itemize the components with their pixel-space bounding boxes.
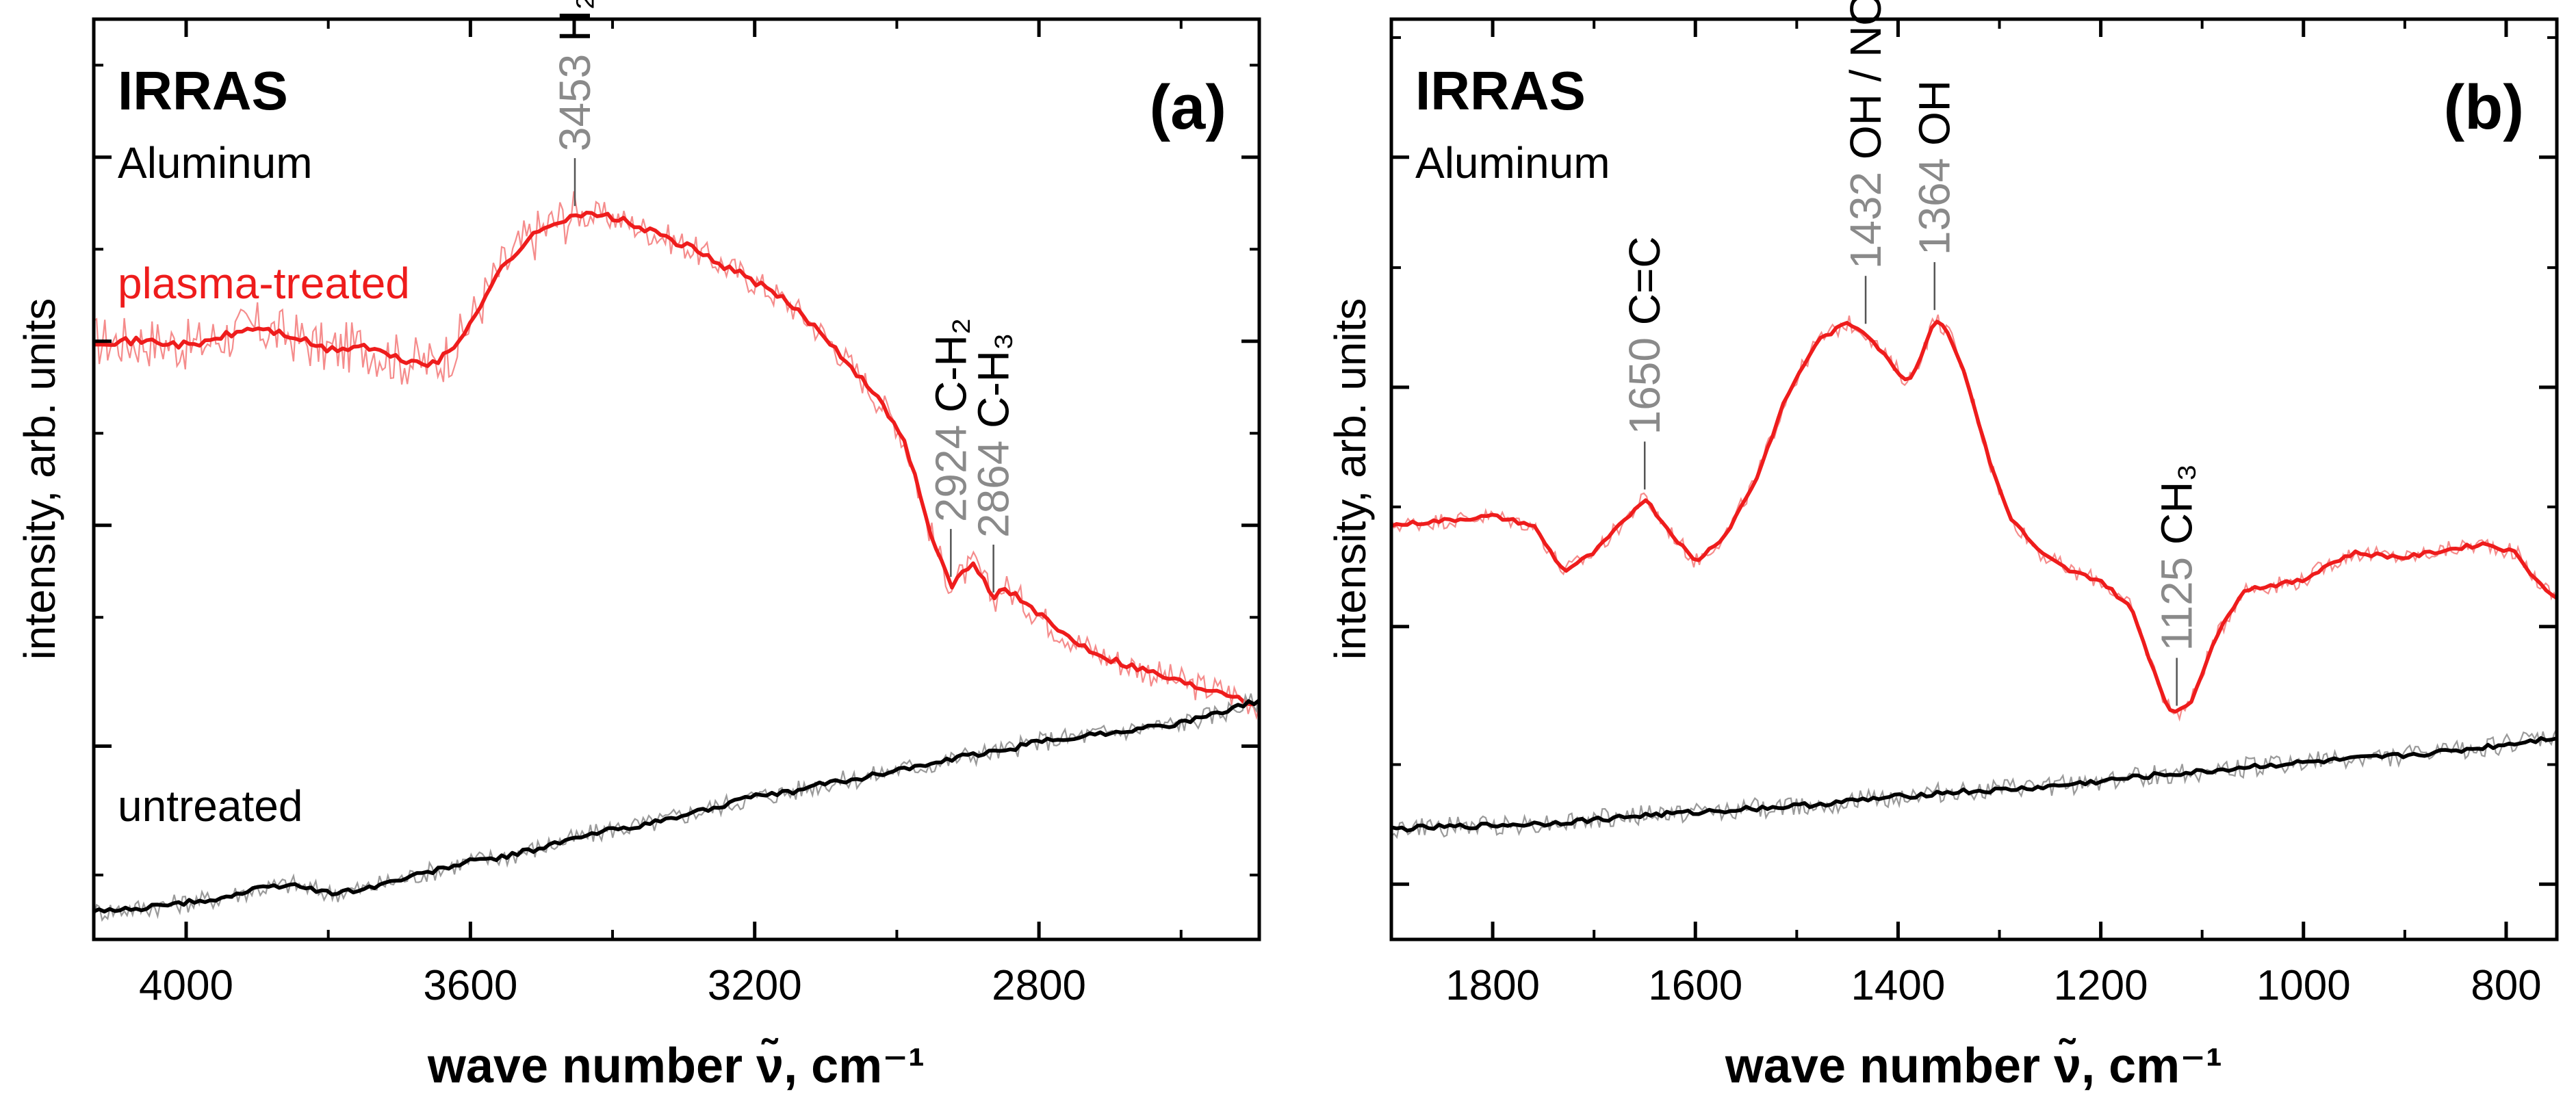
series-plasma-treated-raw [1390, 314, 2558, 722]
annotation-text: C-H₃ [969, 333, 1018, 428]
x-tick-label: 800 [2471, 962, 2541, 1009]
annotation-number: 1432 [1841, 159, 1890, 269]
svg-text:1432 OH / NO: 1432 OH / NO [1841, 0, 1890, 269]
x-tick-label: 2800 [992, 962, 1086, 1009]
annotation-3453: 3453 H₂O + OH [550, 0, 600, 151]
series-untreated-raw [92, 691, 1261, 922]
annotation-1432: 1432 OH / NO [1841, 0, 1890, 269]
panel-a-label: (a) [1150, 73, 1226, 142]
panel-b-frame [1389, 17, 2559, 941]
x-tick-label: 1200 [2054, 962, 2148, 1009]
svg-text:1650 C=C: 1650 C=C [1620, 236, 1669, 434]
annotation-text: CH₃ [2152, 464, 2202, 545]
panel-b-label: (b) [2444, 73, 2524, 142]
svg-text:3453 H₂O + OH: 3453 H₂O + OH [550, 0, 600, 151]
panel-a-ticks: 4000 3600 3200 2800 [94, 19, 1259, 1009]
svg-text:2864 C-H₃: 2864 C-H₃ [969, 333, 1018, 538]
panel-b: 1650 C=C 1432 OH / NO 1364 OH 1125 CH₃ 1800… [1326, 0, 2559, 1093]
annotation-2864: 2864 C-H₃ [969, 333, 1018, 538]
annotation-text: OH / NO [1841, 0, 1890, 159]
series-untreated [92, 699, 1261, 914]
series-untreated [1391, 736, 2558, 833]
annotation-1364: 1364 OH [1910, 80, 1959, 255]
annotation-number: 1650 [1620, 325, 1669, 434]
x-tick-label: 3200 [708, 962, 802, 1009]
annotation-text: C-H₂ [926, 317, 975, 413]
annotation-2924: 2924 C-H₂ [926, 317, 975, 522]
annotation-number: 3453 [550, 42, 600, 151]
annotation-1125: 1125 CH₃ [2152, 464, 2202, 651]
panel-b-series [1390, 314, 2558, 840]
annotation-number: 2924 [926, 413, 975, 522]
panel-b-x-axis-label: wave number ν̃, cm⁻¹ [1725, 1037, 2222, 1093]
annotation-number: 1364 [1910, 146, 1959, 255]
x-tick-label: 1600 [1648, 962, 1742, 1009]
x-tick-label: 4000 [139, 962, 233, 1009]
series-plasma-treated [1390, 320, 2558, 714]
panel-b-ticks: 1800 1600 1400 1200 1000 800 [1391, 19, 2557, 1009]
x-tick-label: 1000 [2256, 962, 2351, 1009]
annotation-number: 2864 [969, 428, 1018, 538]
panel-b-y-axis-label: intensity, arb. units [1326, 298, 1375, 660]
annotation-text: C=C [1620, 236, 1669, 325]
annotation-1650: 1650 C=C [1620, 236, 1669, 434]
x-tick-label: 3600 [423, 962, 517, 1009]
svg-text:1364 OH: 1364 OH [1910, 80, 1959, 255]
svg-text:1125 CH₃: 1125 CH₃ [2152, 464, 2202, 651]
panel-a-title: IRRAS [118, 60, 288, 121]
panel-b-subtitle: Aluminum [1415, 138, 1610, 187]
x-tick-label: 1400 [1851, 962, 1945, 1009]
svg-text:2924 C-H₂: 2924 C-H₂ [926, 317, 975, 522]
panel-b-annotations: 1650 C=C 1432 OH / NO 1364 OH 1125 CH₃ [1620, 0, 2202, 706]
series-plasma-treated [93, 211, 1261, 707]
panel-a-series [92, 191, 1261, 922]
panel-a-subtitle: Aluminum [118, 138, 313, 187]
legend-untreated: untreated [118, 781, 302, 831]
x-tick-label: 1800 [1445, 962, 1540, 1009]
annotation-number: 1125 [2152, 545, 2202, 651]
panel-a-y-axis-label: intensity, arb. units [15, 298, 64, 660]
panel-b-title: IRRAS [1415, 60, 1586, 121]
panel-a-x-axis-label: wave number ν̃, cm⁻¹ [427, 1037, 925, 1093]
series-untreated-raw [1391, 728, 2558, 840]
panel-a-frame [92, 17, 1261, 941]
annotation-text: OH [1910, 80, 1959, 146]
legend-plasma-treated: plasma-treated [118, 259, 410, 308]
